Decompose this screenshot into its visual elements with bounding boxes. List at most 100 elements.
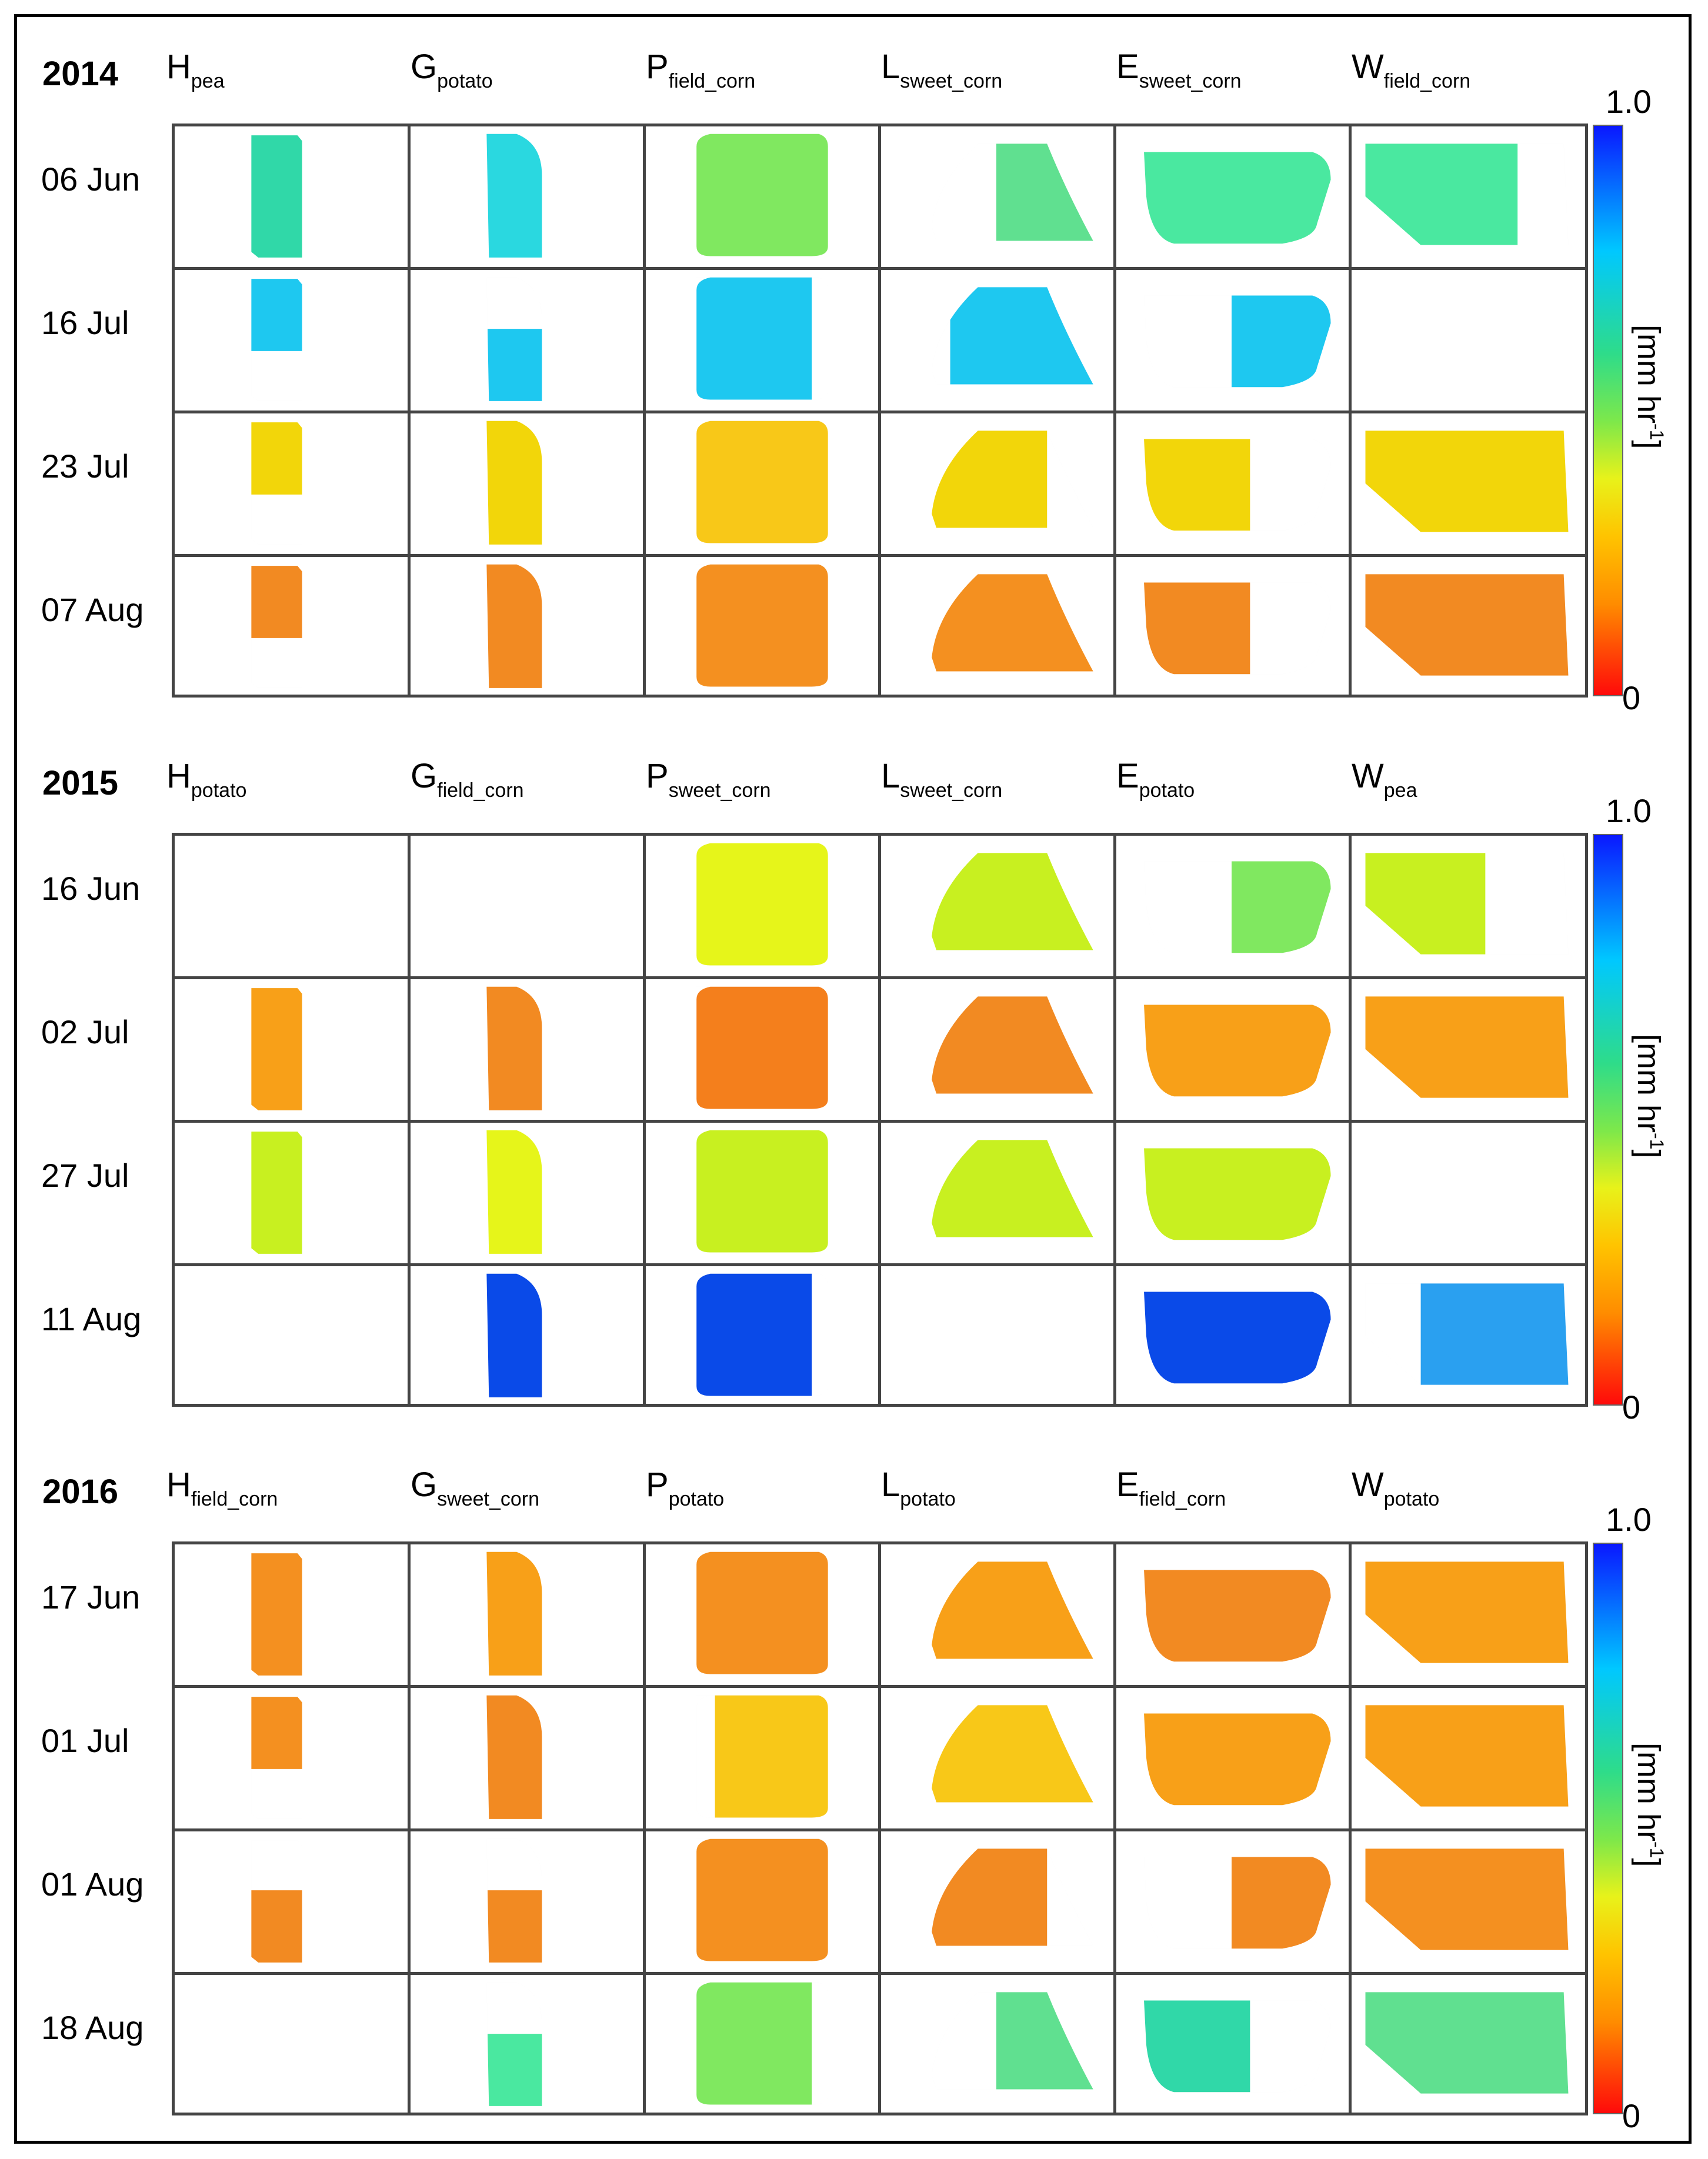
row-date-label: 06 Jun [41, 161, 141, 198]
column-letter: H [166, 48, 191, 86]
field-map [646, 127, 876, 266]
field-map-cell [1116, 1267, 1347, 1406]
field-map-cell [1116, 127, 1347, 266]
column-header: Hpea [166, 47, 225, 92]
field-map [881, 836, 1112, 975]
field-map-cell [411, 558, 641, 696]
field-map-cell [646, 836, 876, 975]
field-map [1352, 1689, 1582, 1827]
field-map-cell [411, 1267, 641, 1406]
field-map [881, 980, 1112, 1119]
field-map-cell [881, 127, 1112, 266]
field-map [411, 414, 641, 553]
field-map [175, 1832, 406, 1971]
column-letter: G [411, 1466, 438, 1504]
field-map-cell [646, 1976, 876, 2114]
field-et-fill [932, 1561, 1093, 1659]
field-et-fill [1144, 1713, 1331, 1806]
field-boundary-outline [1366, 996, 1569, 1097]
field-map [1352, 127, 1582, 266]
field-map [646, 836, 876, 975]
column-letter: E [1116, 757, 1139, 795]
field-map [1352, 1832, 1582, 1971]
field-et-fill [696, 1273, 812, 1396]
field-map [881, 1832, 1112, 1971]
colorbar-unit-text: [mm hr [1631, 1034, 1666, 1133]
field-map-cell [1116, 1976, 1347, 2114]
field-et-fill [1144, 152, 1331, 244]
field-map [1116, 1832, 1347, 1971]
column-crop-subscript: sweet_corn [900, 779, 1003, 802]
field-et-fill [1365, 1561, 1569, 1663]
field-map [1116, 414, 1347, 553]
field-et-fill [1144, 1148, 1331, 1240]
field-map-cell [1352, 1689, 1582, 1827]
field-et-fill [1144, 1005, 1331, 1097]
grid-horizontal-line [172, 554, 1588, 557]
field-map [175, 271, 406, 409]
field-boundary-outline [1366, 1705, 1569, 1806]
field-map [1116, 1545, 1347, 1684]
row-date-label: 02 Jul [41, 1013, 129, 1050]
colorbar-unit-bracket: ] [1631, 440, 1666, 449]
field-map [1116, 1267, 1347, 1406]
field-map-cell [881, 1976, 1112, 2114]
field-map-cell [411, 1545, 641, 1684]
field-map [1352, 1267, 1582, 1406]
field-map-cell [1352, 980, 1582, 1119]
field-map-cell [881, 980, 1112, 1119]
field-boundary-outline [251, 988, 302, 1110]
field-et-fill [1420, 1283, 1569, 1385]
field-map-cell [411, 836, 641, 975]
field-map-cell [1352, 1123, 1582, 1262]
field-map [1116, 127, 1347, 266]
colorbar-unit-text: [mm hr [1631, 325, 1666, 424]
column-crop-subscript: sweet_corn [900, 70, 1003, 92]
field-et-fill [696, 1838, 828, 1961]
field-boundary-outline [1366, 1561, 1569, 1663]
year-label: 2015 [42, 764, 119, 802]
field-map-cell [1352, 1267, 1582, 1406]
field-et-fill [696, 421, 828, 543]
field-map-cell [881, 1689, 1112, 1827]
field-map-cell [175, 980, 406, 1119]
column-crop-subscript: sweet_corn [668, 779, 771, 802]
field-map-cell [411, 271, 641, 409]
column-letter: E [1116, 48, 1139, 86]
field-map-cell [175, 1123, 406, 1262]
field-et-fill [1232, 295, 1331, 388]
field-map-cell [646, 1123, 876, 1262]
field-map-cell [1352, 1545, 1582, 1684]
field-map-cell [881, 1123, 1112, 1262]
field-et-fill [251, 422, 302, 495]
field-map [881, 1689, 1112, 1827]
field-map [646, 1123, 876, 1262]
field-map-cell [1352, 1832, 1582, 1971]
field-et-fill [696, 1130, 828, 1253]
column-letter: P [646, 757, 669, 795]
field-map [411, 1976, 641, 2114]
row-date-label: 01 Jul [41, 1722, 129, 1759]
field-et-fill [950, 287, 1093, 385]
column-crop-subscript: potato [900, 1488, 956, 1510]
field-map [1352, 836, 1582, 975]
column-crop-subscript: sweet_corn [1139, 70, 1242, 92]
field-et-fill [251, 1132, 302, 1254]
column-header: Wfield_corn [1352, 47, 1470, 92]
field-map-cell [646, 558, 876, 696]
field-map-cell [1352, 414, 1582, 553]
colorbar-unit-exponent: -1 [1646, 1841, 1667, 1858]
field-map [1352, 558, 1582, 696]
grid-horizontal-line [172, 1972, 1588, 1975]
field-map-cell [175, 1545, 406, 1684]
field-et-fill [1365, 431, 1569, 532]
field-et-fill [1365, 1848, 1569, 1950]
column-crop-subscript: sweet_corn [437, 1488, 539, 1510]
field-map-cell [646, 1545, 876, 1684]
column-letter: E [1116, 1466, 1139, 1504]
field-et-fill [996, 1992, 1093, 2090]
column-header: Esweet_corn [1116, 47, 1242, 92]
field-et-fill [1144, 439, 1250, 531]
colorbar-unit-text: [mm hr [1631, 1743, 1666, 1842]
field-et-fill [1365, 853, 1486, 955]
